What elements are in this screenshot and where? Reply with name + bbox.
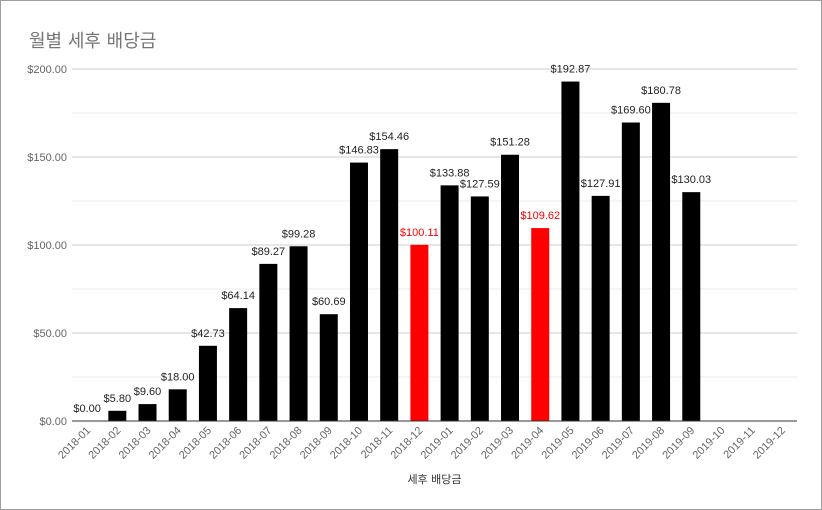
x-tick-label: 2019-01 — [419, 425, 456, 462]
data-label: $151.28 — [490, 137, 530, 149]
x-tick-label: 2018-09 — [298, 425, 335, 462]
x-tick-label: 2019-05 — [540, 425, 577, 462]
bar — [561, 81, 580, 421]
x-axis-title: 세후 배당금 — [407, 473, 461, 486]
data-label: $127.91 — [581, 178, 621, 190]
data-labels: $0.00$5.80$9.60 $18.00 $42.73 $64.14 $89.27 $… — [73, 64, 711, 415]
bar — [410, 244, 429, 421]
data-label: $100.11 — [400, 227, 439, 239]
y-tick-label: $50.00 — [33, 328, 67, 340]
bar — [591, 195, 610, 421]
data-label: $64.14 — [221, 290, 255, 302]
bar — [682, 192, 701, 421]
y-tick-label: $0.00 — [39, 416, 67, 428]
bar — [621, 122, 640, 421]
bar — [138, 404, 157, 421]
x-tick-label: 2019-08 — [630, 425, 667, 462]
x-tick-label: 2019-02 — [449, 425, 486, 462]
bar — [108, 410, 127, 421]
x-tick-label: 2018-02 — [86, 425, 123, 462]
grid-lines — [72, 68, 797, 378]
x-tick-label: 2018-12 — [388, 425, 425, 462]
data-label: $9.60 — [134, 386, 162, 398]
data-label: $192.87 — [551, 64, 591, 76]
x-tick-label: 2019-03 — [479, 425, 516, 462]
x-tick-label: 2019-12 — [751, 425, 788, 462]
y-tick-label: $100.00 — [27, 240, 67, 252]
bar — [470, 196, 489, 421]
data-label: $169.60 — [611, 105, 651, 117]
bar — [168, 389, 187, 421]
bar — [229, 308, 248, 421]
y-axis-ticks: $0.00 $50.00 $100.00 $150.00 $200.00 — [27, 64, 67, 428]
bar — [319, 314, 338, 421]
data-label: $42.73 — [191, 328, 225, 340]
x-tick-label: 2018-08 — [268, 425, 305, 462]
data-label: $154.46 — [369, 131, 409, 143]
bars — [108, 81, 701, 422]
x-tick-label: 2018-10 — [328, 425, 365, 462]
x-axis-ticks: 2018-012018-022018-032018-042018-052018-… — [56, 425, 788, 462]
bar — [652, 102, 671, 421]
x-tick-label: 2019-07 — [600, 425, 637, 462]
chart-title: 월별 세후 배당금 — [29, 31, 157, 52]
data-label: $89.27 — [252, 246, 286, 258]
data-label: $0.00 — [73, 403, 101, 415]
bar — [259, 263, 278, 421]
x-tick-label: 2018-07 — [237, 425, 274, 462]
x-tick-label: 2019-04 — [509, 425, 546, 462]
x-tick-label: 2018-04 — [147, 425, 184, 462]
y-tick-label: $200.00 — [27, 64, 67, 76]
x-tick-label: 2019-06 — [570, 425, 607, 462]
bar — [501, 154, 520, 421]
x-tick-label: 2018-06 — [207, 425, 244, 462]
x-tick-label: 2019-09 — [660, 425, 697, 462]
bar — [380, 149, 399, 422]
x-tick-label: 2019-10 — [691, 425, 728, 462]
data-label: $99.28 — [282, 228, 316, 240]
bar — [289, 246, 308, 421]
data-label: $130.03 — [671, 174, 711, 186]
bar — [531, 228, 550, 421]
y-tick-label: $150.00 — [27, 152, 67, 164]
bar — [349, 162, 368, 421]
data-label: $60.69 — [312, 296, 346, 308]
bar — [198, 345, 217, 421]
data-label: $180.78 — [641, 85, 681, 97]
data-label: $109.62 — [520, 210, 560, 222]
bar — [440, 185, 459, 421]
data-label: $127.59 — [460, 178, 500, 190]
data-label: $133.88 — [430, 167, 470, 179]
data-label: $18.00 — [161, 371, 195, 383]
data-label: $146.83 — [339, 145, 379, 157]
x-tick-label: 2018-01 — [56, 425, 93, 462]
x-tick-label: 2018-05 — [177, 425, 214, 462]
data-label: $5.80 — [104, 393, 132, 405]
x-tick-label: 2018-03 — [117, 425, 154, 462]
